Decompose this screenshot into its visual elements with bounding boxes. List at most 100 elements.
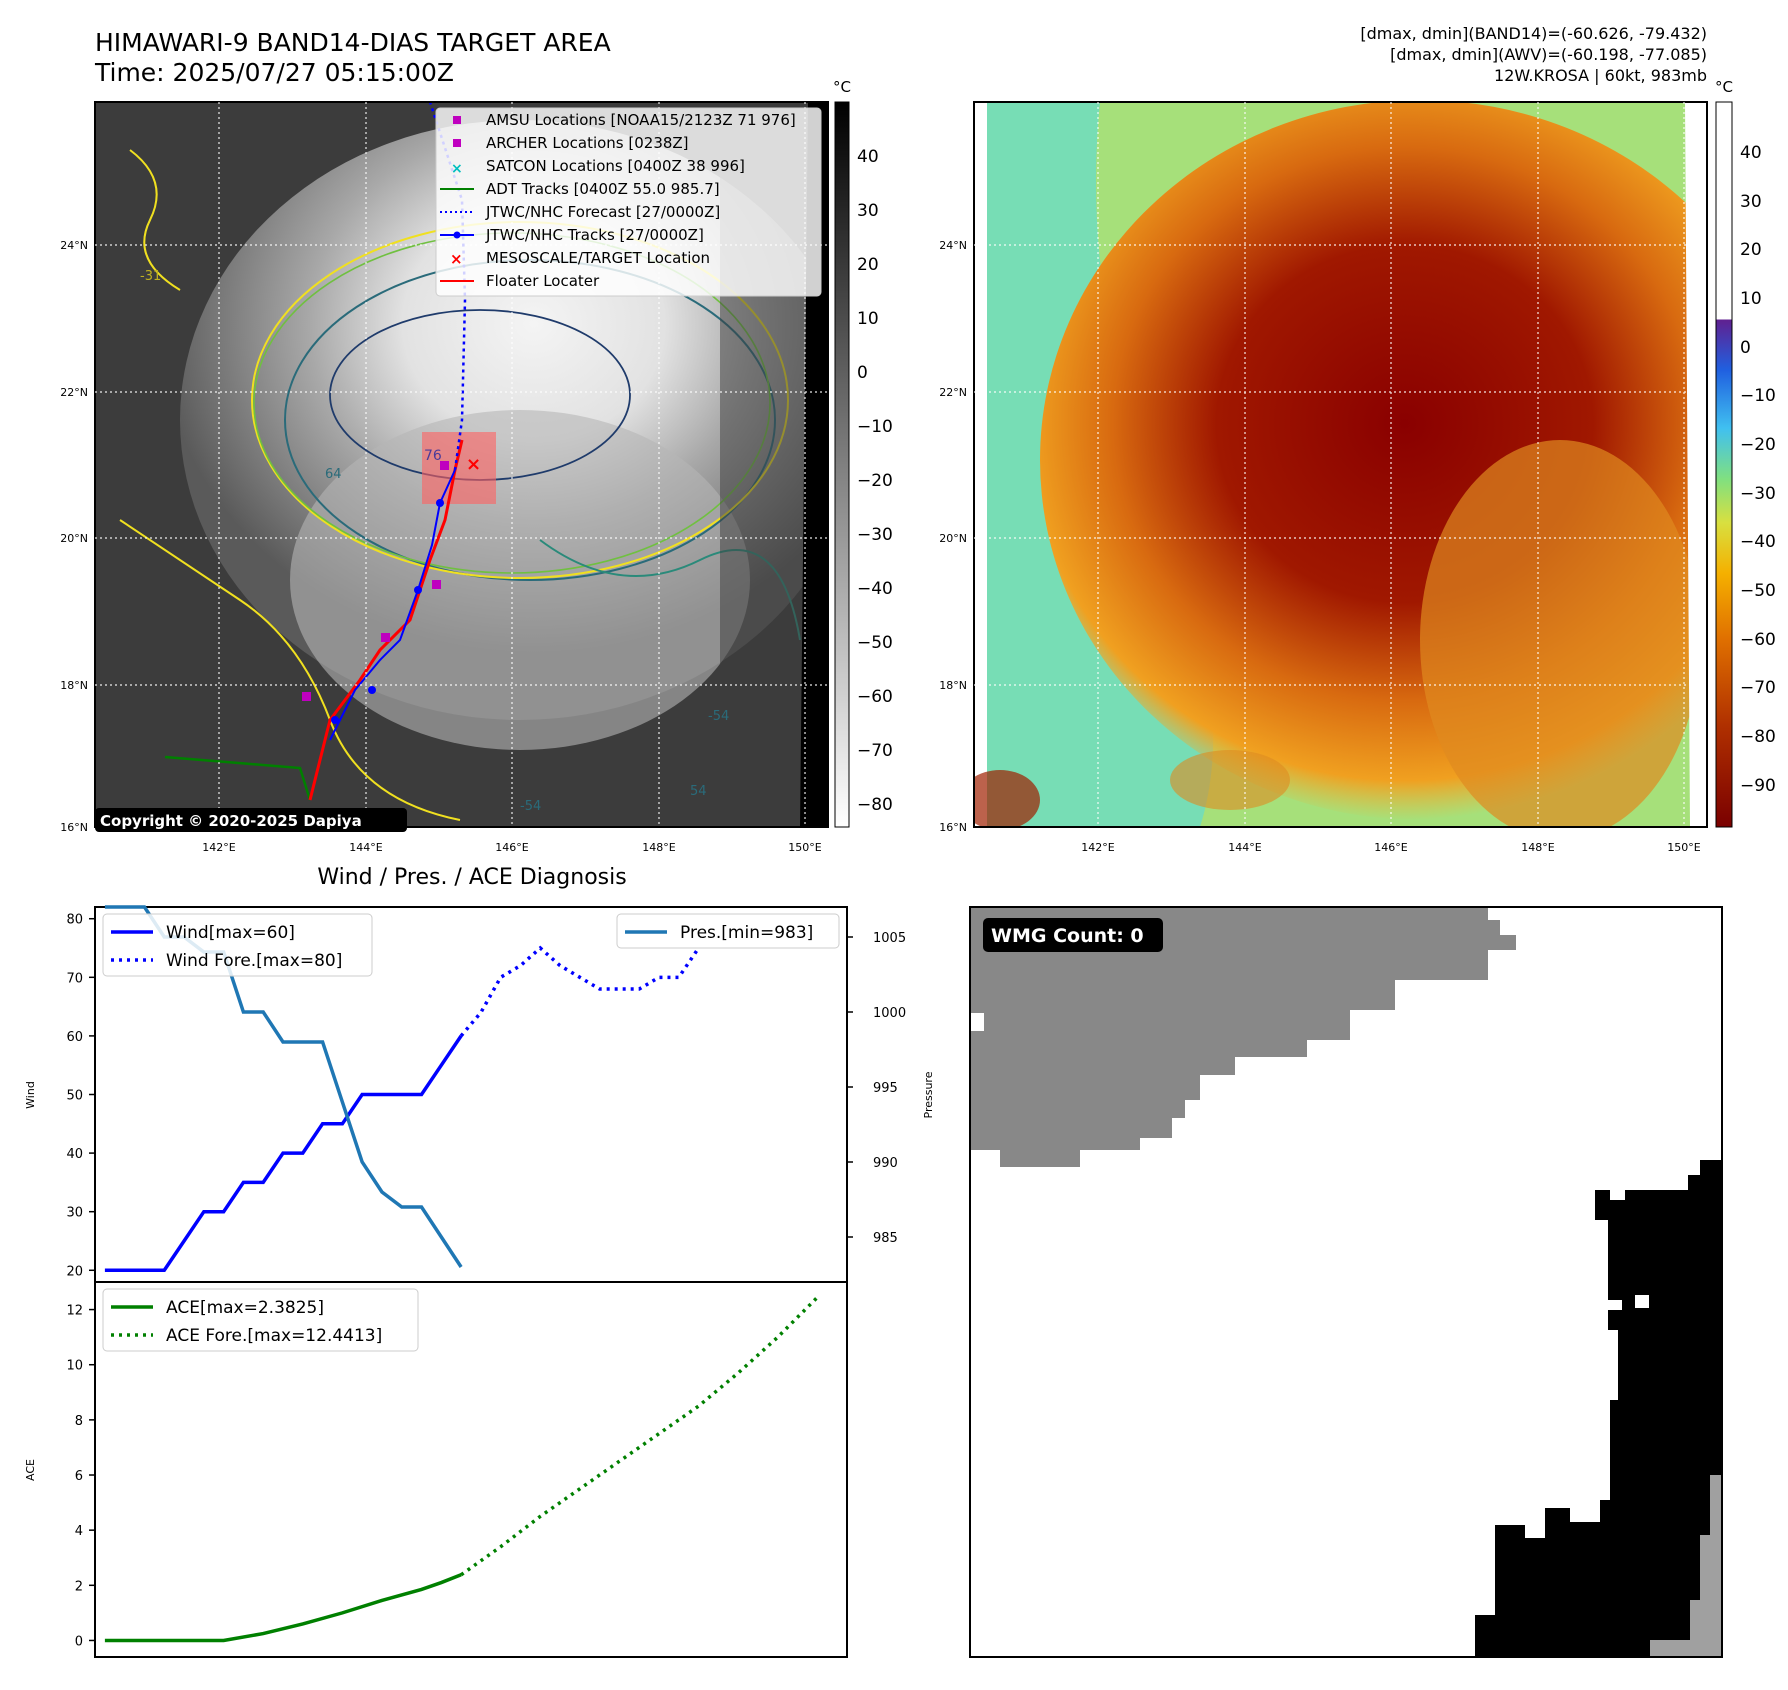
right-cb-tick: −40 — [1740, 532, 1776, 552]
ace-tick-label: 10 — [66, 1359, 83, 1374]
wind-legend: Wind[max=60] Wind Fore.[max=80] Pres.[mi… — [102, 913, 840, 977]
left-map-legend: AMSU Locations [NOAA15/2123Z 71 976] ARC… — [435, 107, 822, 297]
left-lat-18: 18°N — [60, 679, 88, 692]
right-cb-tick: −20 — [1740, 435, 1776, 455]
wind-tick-label: 30 — [66, 1206, 83, 1221]
ace-tick-label: 4 — [75, 1524, 83, 1539]
wmg-black-region — [1475, 1160, 1722, 1657]
contour-label-54: 54 — [690, 784, 707, 799]
left-cb-tick: 20 — [857, 255, 879, 275]
jtwc-forecast — [428, 102, 467, 471]
ace-tick-label: 2 — [75, 1579, 83, 1594]
right-cb-tick: 10 — [1740, 289, 1762, 309]
contour-label-64: 64 — [325, 467, 342, 482]
right-lon-148: 148°E — [1521, 841, 1554, 854]
left-map-frame — [94, 101, 829, 828]
copyright-text: Copyright © 2020-2025 Dapiya — [100, 812, 362, 830]
pressure-tick-label: 1000 — [873, 1006, 906, 1021]
right-cb-tick: −50 — [1740, 581, 1776, 601]
right-lat-18: 18°N — [939, 679, 967, 692]
legend-amsu: AMSU Locations [NOAA15/2123Z 71 976] — [486, 111, 796, 129]
pressure-tick-label: 985 — [873, 1231, 898, 1246]
right-map-gridlines — [974, 102, 1707, 827]
left-cb-tick: 40 — [857, 147, 879, 167]
jtwc-track — [329, 469, 456, 741]
left-lon-146: 146°E — [495, 841, 528, 854]
right-cb-tick: −10 — [1740, 386, 1776, 406]
series-line-wind-forecast — [459, 945, 701, 1038]
left-lat-16: 16°N — [60, 821, 88, 834]
contour-label-neg31: -31 — [140, 269, 161, 284]
right-lat-20: 20°N — [939, 532, 967, 545]
ace-tick-label: 6 — [75, 1469, 83, 1484]
left-cb-tick: 0 — [857, 363, 868, 383]
right-cb-tick: 0 — [1740, 338, 1751, 358]
pressure-tick-label: 990 — [873, 1156, 898, 1171]
series-line-ace-forecast — [460, 1296, 819, 1577]
series-line-ace — [104, 1573, 462, 1643]
wind-pressure-chart: Wind Pressure 20 30 40 50 60 70 80 985 990 995 100… — [24, 905, 935, 1283]
wmg-light-region — [1650, 1475, 1722, 1657]
right-lat-22: 22°N — [939, 386, 967, 399]
right-cb-tick: −30 — [1740, 484, 1776, 504]
left-lat-24: 24°N — [60, 239, 88, 252]
left-map-panel: 76 64 -54 54 -31 -54 × — [60, 78, 893, 854]
ace-tick-label: 0 — [75, 1634, 83, 1649]
legend-pres: Pres.[min=983] — [680, 923, 813, 943]
wmg-panel: WMG Count: 0 — [969, 906, 1723, 1658]
wind-tick-label: 80 — [66, 913, 83, 928]
left-cb-tick: −50 — [857, 633, 893, 653]
series-line-wind — [104, 1034, 463, 1273]
left-lon-150: 150°E — [788, 841, 821, 854]
ace-chart: ACE 0 2 4 6 8 10 12 ACE[max=2.3825] ACE Fore.[… — [24, 1281, 848, 1658]
left-cb-tick: −60 — [857, 687, 893, 707]
pressure-tick-label: 995 — [873, 1081, 898, 1096]
left-cb-tick: −30 — [857, 525, 893, 545]
legend-archer: ARCHER Locations [0238Z] — [486, 134, 689, 152]
info-storm: 12W.KROSA | 60kt, 983mb — [1494, 66, 1707, 85]
wmg-grey-region — [970, 907, 1516, 1167]
left-lon-148: 148°E — [642, 841, 675, 854]
left-colorbar — [834, 101, 850, 828]
wmg-frame — [969, 906, 1723, 1658]
legend-floater: Floater Locater — [486, 272, 600, 290]
right-lon-142: 142°E — [1081, 841, 1114, 854]
ace-legend: ACE[max=2.3825] ACE Fore.[max=12.4413] — [102, 1288, 419, 1352]
left-cb-tick: 10 — [857, 309, 879, 329]
wind-tick-label: 50 — [66, 1089, 83, 1104]
ace-axis-label: ACE — [24, 1459, 37, 1481]
left-lon-142: 142°E — [202, 841, 235, 854]
left-lon-144: 144°E — [349, 841, 382, 854]
ace-tick-label: 8 — [75, 1414, 83, 1429]
contour-label-neg54: -54 — [708, 709, 729, 724]
right-cb-tick: 20 — [1740, 240, 1762, 260]
wmg-count: WMG Count: 0 — [991, 925, 1144, 947]
floater-track — [308, 439, 464, 801]
figure-title: HIMAWARI-9 BAND14-DIAS TARGET AREA — [95, 28, 611, 57]
left-colorbar-unit: °C — [833, 78, 851, 96]
legend-jtwc: JTWC/NHC Tracks [27/0000Z] — [485, 226, 704, 244]
left-colorbar-ticks: 40 30 20 10 0 −10 −20 −30 −40 −50 −60 −7… — [857, 147, 893, 815]
contour-label-76: 76 — [424, 448, 442, 464]
right-cb-tick: −90 — [1740, 776, 1776, 796]
right-colorbar-ticks: 40 30 20 10 0 −10 −20 −30 −40 −50 −60 −7… — [1740, 143, 1776, 796]
right-lon-146: 146°E — [1374, 841, 1407, 854]
pressure-tick-label: 1005 — [873, 931, 906, 946]
legend-ace-fore: ACE Fore.[max=12.4413] — [166, 1326, 382, 1346]
pressure-axis-label: Pressure — [922, 1071, 935, 1118]
contour-label-neg54b: -54 — [520, 799, 541, 814]
legend-forecast: JTWC/NHC Forecast [27/0000Z] — [485, 203, 720, 221]
left-cb-tick: 30 — [857, 201, 879, 221]
left-cb-tick: −80 — [857, 795, 893, 815]
right-lat-24: 24°N — [939, 239, 967, 252]
legend-ace: ACE[max=2.3825] — [166, 1298, 324, 1318]
ace-tick-label: 12 — [66, 1304, 83, 1319]
legend-wind: Wind[max=60] — [166, 923, 295, 943]
wmg-badge — [983, 918, 1163, 952]
left-cb-tick: −10 — [857, 417, 893, 437]
info-awv: [dmax, dmin](AWV)=(-60.198, -77.085) — [1390, 45, 1707, 64]
legend-wind-fore: Wind Fore.[max=80] — [166, 951, 342, 971]
legend-archer-marker — [453, 139, 461, 147]
left-lat-22: 22°N — [60, 386, 88, 399]
